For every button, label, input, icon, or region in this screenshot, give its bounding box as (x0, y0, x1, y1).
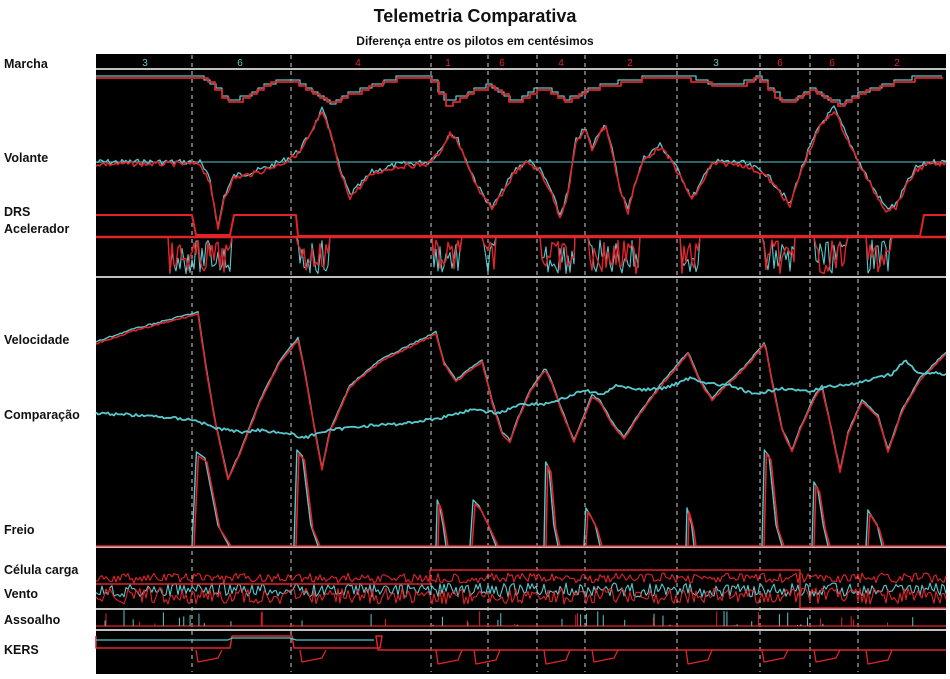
speed-trace-driver-a (95, 312, 947, 481)
steering-trace-driver-a (95, 111, 947, 230)
brake-pulse-7-a (763, 453, 785, 547)
throttle-lift-3-b (481, 236, 497, 274)
gear-label-9: 6 (829, 58, 835, 69)
throttle-lift-0-b (167, 236, 233, 275)
kers-dip-4 (543, 649, 571, 665)
gear-label-4: 6 (499, 58, 505, 69)
throttle-lift-7-a (761, 236, 796, 274)
throttle-lift-9-a (865, 236, 893, 273)
channel-label-comparacao: Comparação (4, 408, 80, 422)
throttle-lift-1-a (295, 236, 331, 271)
gear-trace-driver-a (96, 77, 943, 107)
throttle-lift-8-a (813, 236, 849, 275)
channel-label-kers: KERS (4, 643, 39, 657)
brake-pulse-2-a (437, 503, 449, 547)
gear-label-6: 2 (627, 58, 633, 69)
channel-label-vento: Vento (4, 587, 39, 601)
gear-label-1: 6 (237, 58, 243, 69)
kers-dip-3 (473, 649, 501, 665)
comparison-trace (95, 359, 947, 440)
brake-pulse-6-a (687, 511, 697, 547)
throttle-lift-1-b (295, 236, 331, 274)
kers-dip-6 (685, 649, 713, 665)
load-cell-step (96, 569, 946, 609)
wind-trace-a (95, 587, 947, 605)
gear-trace-driver-b (96, 75, 942, 105)
throttle-lift-5-a (587, 236, 641, 275)
gear-label-2: 4 (355, 58, 361, 69)
channel-label-assoalho: Assoalho (4, 613, 61, 627)
throttle-lift-0-a (167, 236, 233, 274)
brake-pulse-0-a (193, 455, 232, 547)
kers-trace-b (96, 637, 374, 641)
throttle-lift-3-a (481, 236, 497, 270)
kers-dip-2 (435, 649, 463, 665)
throttle-lift-9-b (865, 236, 893, 274)
wind-trace-b (95, 582, 947, 598)
brake-pulse-4-a (545, 465, 561, 547)
kers-dip-8 (813, 649, 841, 663)
brake-pulse-9-a (867, 513, 885, 547)
channel-label-celula-carga: Célula carga (4, 563, 79, 577)
brake-pulse-5-a (585, 511, 603, 547)
chart-title: Telemetria Comparativa (373, 6, 577, 26)
channel-label-volante: Volante (4, 151, 49, 165)
load-cell-trace-a (95, 572, 947, 584)
gear-label-10: 2 (894, 58, 900, 69)
channel-label-velocidade: Velocidade (4, 333, 70, 347)
gear-label-5: 4 (558, 58, 564, 69)
gear-label-3: 1 (445, 58, 451, 69)
channel-label-drs: DRS (4, 205, 31, 219)
kers-trace-a (95, 635, 946, 651)
channel-label-acelerador: Acelerador (4, 222, 70, 236)
drs-trace (96, 214, 946, 237)
kers-dip-0 (195, 649, 223, 663)
channel-label-freio: Freio (4, 523, 35, 537)
gear-label-7: 3 (713, 58, 719, 69)
brake-pulse-8-a (813, 485, 831, 547)
kers-dip-5 (591, 649, 619, 663)
throttle-lift-6-a (679, 236, 701, 274)
brake-pulse-7-b (761, 449, 783, 547)
brake-pulse-3-a (471, 503, 499, 547)
gear-label-0: 3 (142, 58, 148, 69)
brake-pulse-1-a (295, 453, 321, 547)
kers-dip-1 (299, 649, 327, 663)
throttle-lift-8-b (813, 236, 849, 274)
channel-label-marcha: Marcha (4, 57, 48, 71)
gear-label-8: 6 (777, 58, 783, 69)
chart-subtitle: Diferença entre os pilotos em centésimos (356, 34, 594, 48)
kers-dip-9 (865, 649, 893, 665)
throttle-lift-4-a (539, 236, 576, 271)
kers-dip-7 (761, 649, 789, 663)
throttle-lift-2-a (431, 236, 463, 270)
throttle-lift-5-b (587, 236, 641, 274)
throttle-lift-4-b (539, 236, 576, 275)
brake-pulse-1-b (293, 449, 319, 547)
